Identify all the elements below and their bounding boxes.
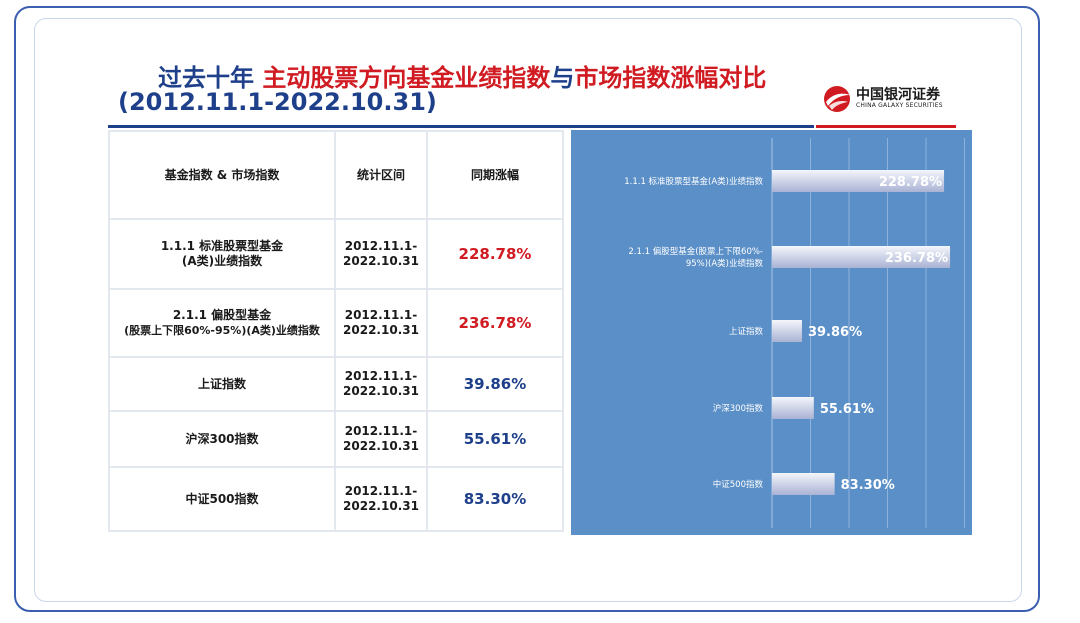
category-label: 95%)(A类)业绩指数: [686, 258, 764, 269]
category-label: 2.1.1 偏股型基金(股票上下限60%-: [628, 246, 763, 257]
bar: [772, 170, 945, 192]
row-name: 沪深300指数: [108, 410, 336, 468]
company-logo: 中国银河证券 CHINA GALAXY SECURITIES: [820, 82, 960, 116]
row-name: 1.1.1 标准股票型基金 (A类)业绩指数: [108, 218, 336, 290]
category-label: 沪深300指数: [713, 403, 764, 414]
inner-frame: [34, 18, 1022, 602]
bar-chart-panel: 1.1.1 标准股票型基金(A类)业绩指数 228.78% 2.1.1 偏股型基金(…: [571, 130, 972, 535]
row-change: 83.30%: [426, 466, 564, 532]
header-change: 同期涨幅: [426, 130, 564, 220]
row-period: 2012.11.1- 2022.10.31: [334, 356, 428, 412]
bar: [772, 320, 802, 342]
category-label: 1.1.1 标准股票型基金(A类)业绩指数: [624, 176, 763, 187]
row-period: 2012.11.1- 2022.10.31: [334, 288, 428, 358]
title-underline-red: [816, 125, 956, 128]
bar-chart: 1.1.1 标准股票型基金(A类)业绩指数 228.78% 2.1.1 偏股型基金(…: [624, 138, 965, 528]
title-part1: 过去十年: [158, 64, 254, 92]
table-row: 1.1.1 标准股票型基金 (A类)业绩指数 2012.11.1- 2022.10.…: [108, 218, 564, 290]
logo-text-cn: 中国银河证券: [856, 87, 940, 103]
bar: [772, 246, 951, 268]
row-change: 55.61%: [426, 410, 564, 468]
chart-title: 过去十年 主动股票方向基金业绩指数与市场指数涨幅对比: [158, 58, 766, 93]
logo-text-en: CHINA GALAXY SECURITIES: [856, 102, 943, 109]
title-part2: 主动股票方向基金业绩指数: [262, 64, 551, 92]
row-period: 2012.11.1- 2022.10.31: [334, 218, 428, 290]
table-header-row: 基金指数 & 市场指数 统计区间 同期涨幅: [108, 130, 564, 220]
value-label: 236.78%: [885, 251, 948, 266]
title-part4: 市场指数涨幅对比: [574, 64, 767, 92]
bar: [772, 397, 814, 419]
table-row: 2.1.1 偏股型基金 (股票上下限60%-95%)(A类)业绩指数 2012.1…: [108, 288, 564, 358]
outer-frame: [14, 6, 1040, 612]
title-part3: 与: [550, 64, 575, 92]
category-label: 上证指数: [729, 326, 764, 337]
category-label: 中证500指数: [713, 479, 764, 490]
value-label: 83.30%: [841, 478, 895, 493]
title-underline-blue: [108, 125, 814, 128]
comparison-table: 基金指数 & 市场指数 统计区间 同期涨幅 1.1.1 标准股票型基金 (A类)业…: [108, 130, 564, 532]
row-name: 中证500指数: [108, 466, 336, 532]
row-name: 上证指数: [108, 356, 336, 412]
row-change: 39.86%: [426, 356, 564, 412]
row-period: 2012.11.1- 2022.10.31: [334, 466, 428, 532]
value-label: 228.78%: [879, 175, 942, 190]
value-label: 39.86%: [808, 325, 862, 340]
galaxy-logo-icon: [824, 86, 850, 112]
table-row: 沪深300指数 2012.11.1- 2022.10.31 55.61%: [108, 410, 564, 468]
value-label: 55.61%: [820, 402, 874, 417]
row-change: 236.78%: [426, 288, 564, 358]
row-change: 228.78%: [426, 218, 564, 290]
row-name: 2.1.1 偏股型基金 (股票上下限60%-95%)(A类)业绩指数: [108, 288, 336, 358]
header-index: 基金指数 & 市场指数: [108, 130, 336, 220]
bar: [772, 473, 835, 495]
row-period: 2012.11.1- 2022.10.31: [334, 410, 428, 468]
title-period: (2012.11.1-2022.10.31): [118, 88, 437, 116]
table-row: 中证500指数 2012.11.1- 2022.10.31 83.30%: [108, 466, 564, 532]
table-row: 上证指数 2012.11.1- 2022.10.31 39.86%: [108, 356, 564, 412]
header-period: 统计区间: [334, 130, 428, 220]
